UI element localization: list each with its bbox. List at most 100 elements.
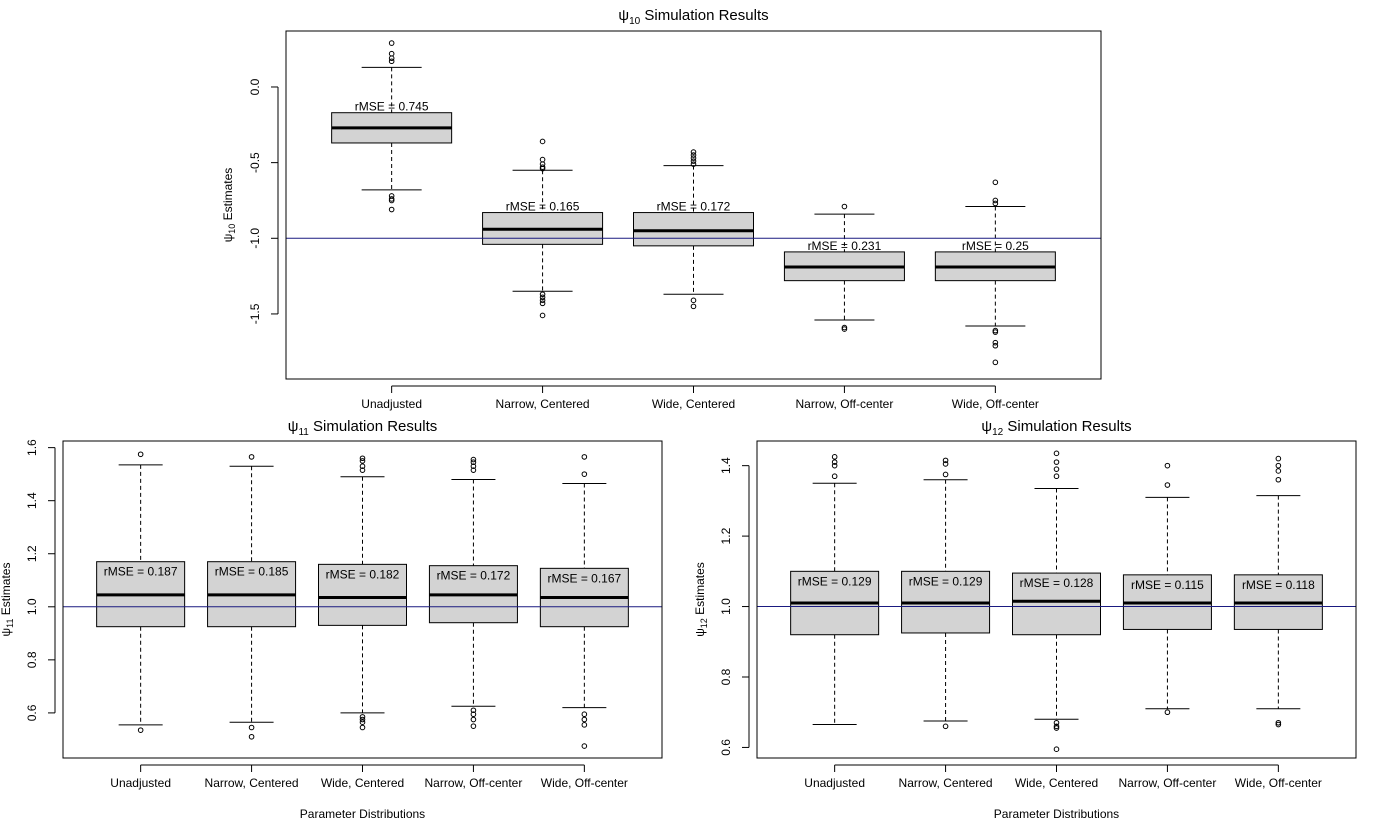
outlier-point [942, 457, 949, 464]
outlier-point [388, 40, 395, 46]
outlier-point [581, 454, 588, 460]
outlier-point [359, 467, 366, 473]
outlier-point [841, 326, 848, 332]
outlier-point [1275, 719, 1282, 726]
outlier-point [992, 329, 999, 335]
outlier-point [690, 161, 697, 167]
title-symbol: ψ [288, 418, 299, 435]
outlier-point [1053, 466, 1060, 472]
y-tick-label: 0.0 [248, 78, 262, 95]
y-tick-label: 0.6 [719, 739, 733, 756]
y-tick-label: 0.8 [719, 668, 733, 685]
rmse-label: rMSE = 0.129 [798, 574, 872, 588]
box-iqr [318, 563, 407, 626]
x-axis-label: Parameter Distributions [300, 807, 425, 821]
title-symbol: ψ [618, 7, 629, 24]
outlier-point [581, 716, 588, 723]
outlier-point [248, 454, 255, 460]
y-tick-label: 1.0 [719, 598, 733, 615]
outlier-point [992, 359, 999, 366]
x-tick-label: Unadjusted [361, 397, 422, 411]
outlier-point [470, 711, 477, 718]
rmse-label: rMSE = 0.185 [215, 565, 289, 579]
title-text: Simulation Results [640, 7, 768, 24]
outlier-point [942, 723, 949, 730]
y-tick-label: 1.4 [719, 457, 733, 474]
outlier-point [1053, 723, 1060, 730]
outlier-point [359, 716, 366, 723]
title-text: Simulation Results [309, 418, 437, 435]
outlier-point [581, 743, 588, 749]
rmse-label: rMSE = 0.128 [1020, 576, 1094, 590]
plot-frame [62, 440, 663, 759]
outlier-point [992, 200, 999, 207]
y-axis-label: ψ11 Estimates [0, 563, 15, 637]
box-4: rMSE = 0.231 [783, 203, 905, 332]
outlier-point [359, 458, 366, 464]
ylabel-symbol: ψ [693, 628, 707, 637]
outlier-point [470, 463, 477, 470]
outlier-point [388, 58, 395, 65]
title-subscript: 11 [298, 427, 309, 438]
outlier-point [1053, 719, 1060, 726]
ylabel-text: Estimates [0, 563, 13, 619]
rmse-label: rMSE = 0.182 [326, 567, 400, 581]
y-tick-label: 1.0 [25, 598, 39, 615]
outlier-point [137, 727, 144, 733]
x-tick-label: Wide, Off-center [541, 776, 628, 790]
y-tick-label: 1.2 [719, 527, 733, 544]
outlier-point [248, 724, 255, 731]
chart-title: ψ10 Simulation Results [618, 7, 768, 27]
outlier-point [539, 312, 546, 319]
outlier-point [1053, 450, 1060, 457]
x-tick-label: Narrow, Off-center [425, 776, 523, 790]
box-2: rMSE = 0.185 [207, 454, 297, 740]
outlier-point [690, 303, 697, 310]
outlier-point [831, 454, 838, 460]
y-axis-label: ψ12 Estimates [693, 562, 709, 637]
box-2: rMSE = 0.165 [482, 138, 604, 319]
outlier-point [539, 294, 546, 301]
outlier-point [1053, 473, 1060, 480]
outlier-point [831, 459, 838, 465]
x-tick-label: Narrow, Centered [496, 397, 590, 411]
chart-title: ψ11 Simulation Results [288, 418, 437, 438]
box-5: rMSE = 0.167 [539, 454, 629, 749]
x-tick-label: Unadjusted [110, 776, 171, 790]
outlier-point [1053, 459, 1060, 465]
ylabel-subscript: 12 [699, 618, 709, 628]
ylabel-symbol: ψ [0, 628, 13, 637]
ylabel-subscript: 10 [227, 224, 237, 234]
outlier-point [359, 455, 366, 462]
outlier-point [388, 206, 395, 213]
outlier-point [690, 155, 697, 161]
outlier-point [1164, 462, 1171, 469]
title-subscript: 10 [629, 16, 641, 27]
plot-frame [285, 30, 1102, 380]
rmse-label: rMSE = 0.231 [808, 239, 882, 253]
x-tick-label: Wide, Off-center [1235, 776, 1322, 790]
x-tick-label: Wide, Off-center [952, 397, 1039, 411]
outlier-point [942, 461, 949, 467]
chart-title: ψ12 Simulation Results [981, 418, 1131, 438]
outlier-point [1275, 462, 1282, 469]
outlier-point [470, 707, 477, 714]
rmse-label: rMSE = 0.745 [355, 100, 429, 114]
rmse-label: rMSE = 0.115 [1131, 578, 1204, 592]
outlier-point [1275, 468, 1282, 474]
y-tick-label: -1.0 [248, 228, 262, 249]
outlier-point [388, 50, 395, 57]
box-4: rMSE = 0.115 [1122, 462, 1212, 716]
outlier-point [359, 714, 366, 720]
outlier-point [539, 138, 546, 145]
box-1: rMSE = 0.187 [96, 451, 186, 733]
box-4: rMSE = 0.172 [428, 456, 518, 729]
box-5: rMSE = 0.118 [1233, 455, 1323, 728]
outlier-point [248, 733, 255, 740]
outlier-point [942, 471, 949, 478]
outlier-point [470, 459, 477, 466]
box-3: rMSE = 0.182 [318, 455, 407, 731]
